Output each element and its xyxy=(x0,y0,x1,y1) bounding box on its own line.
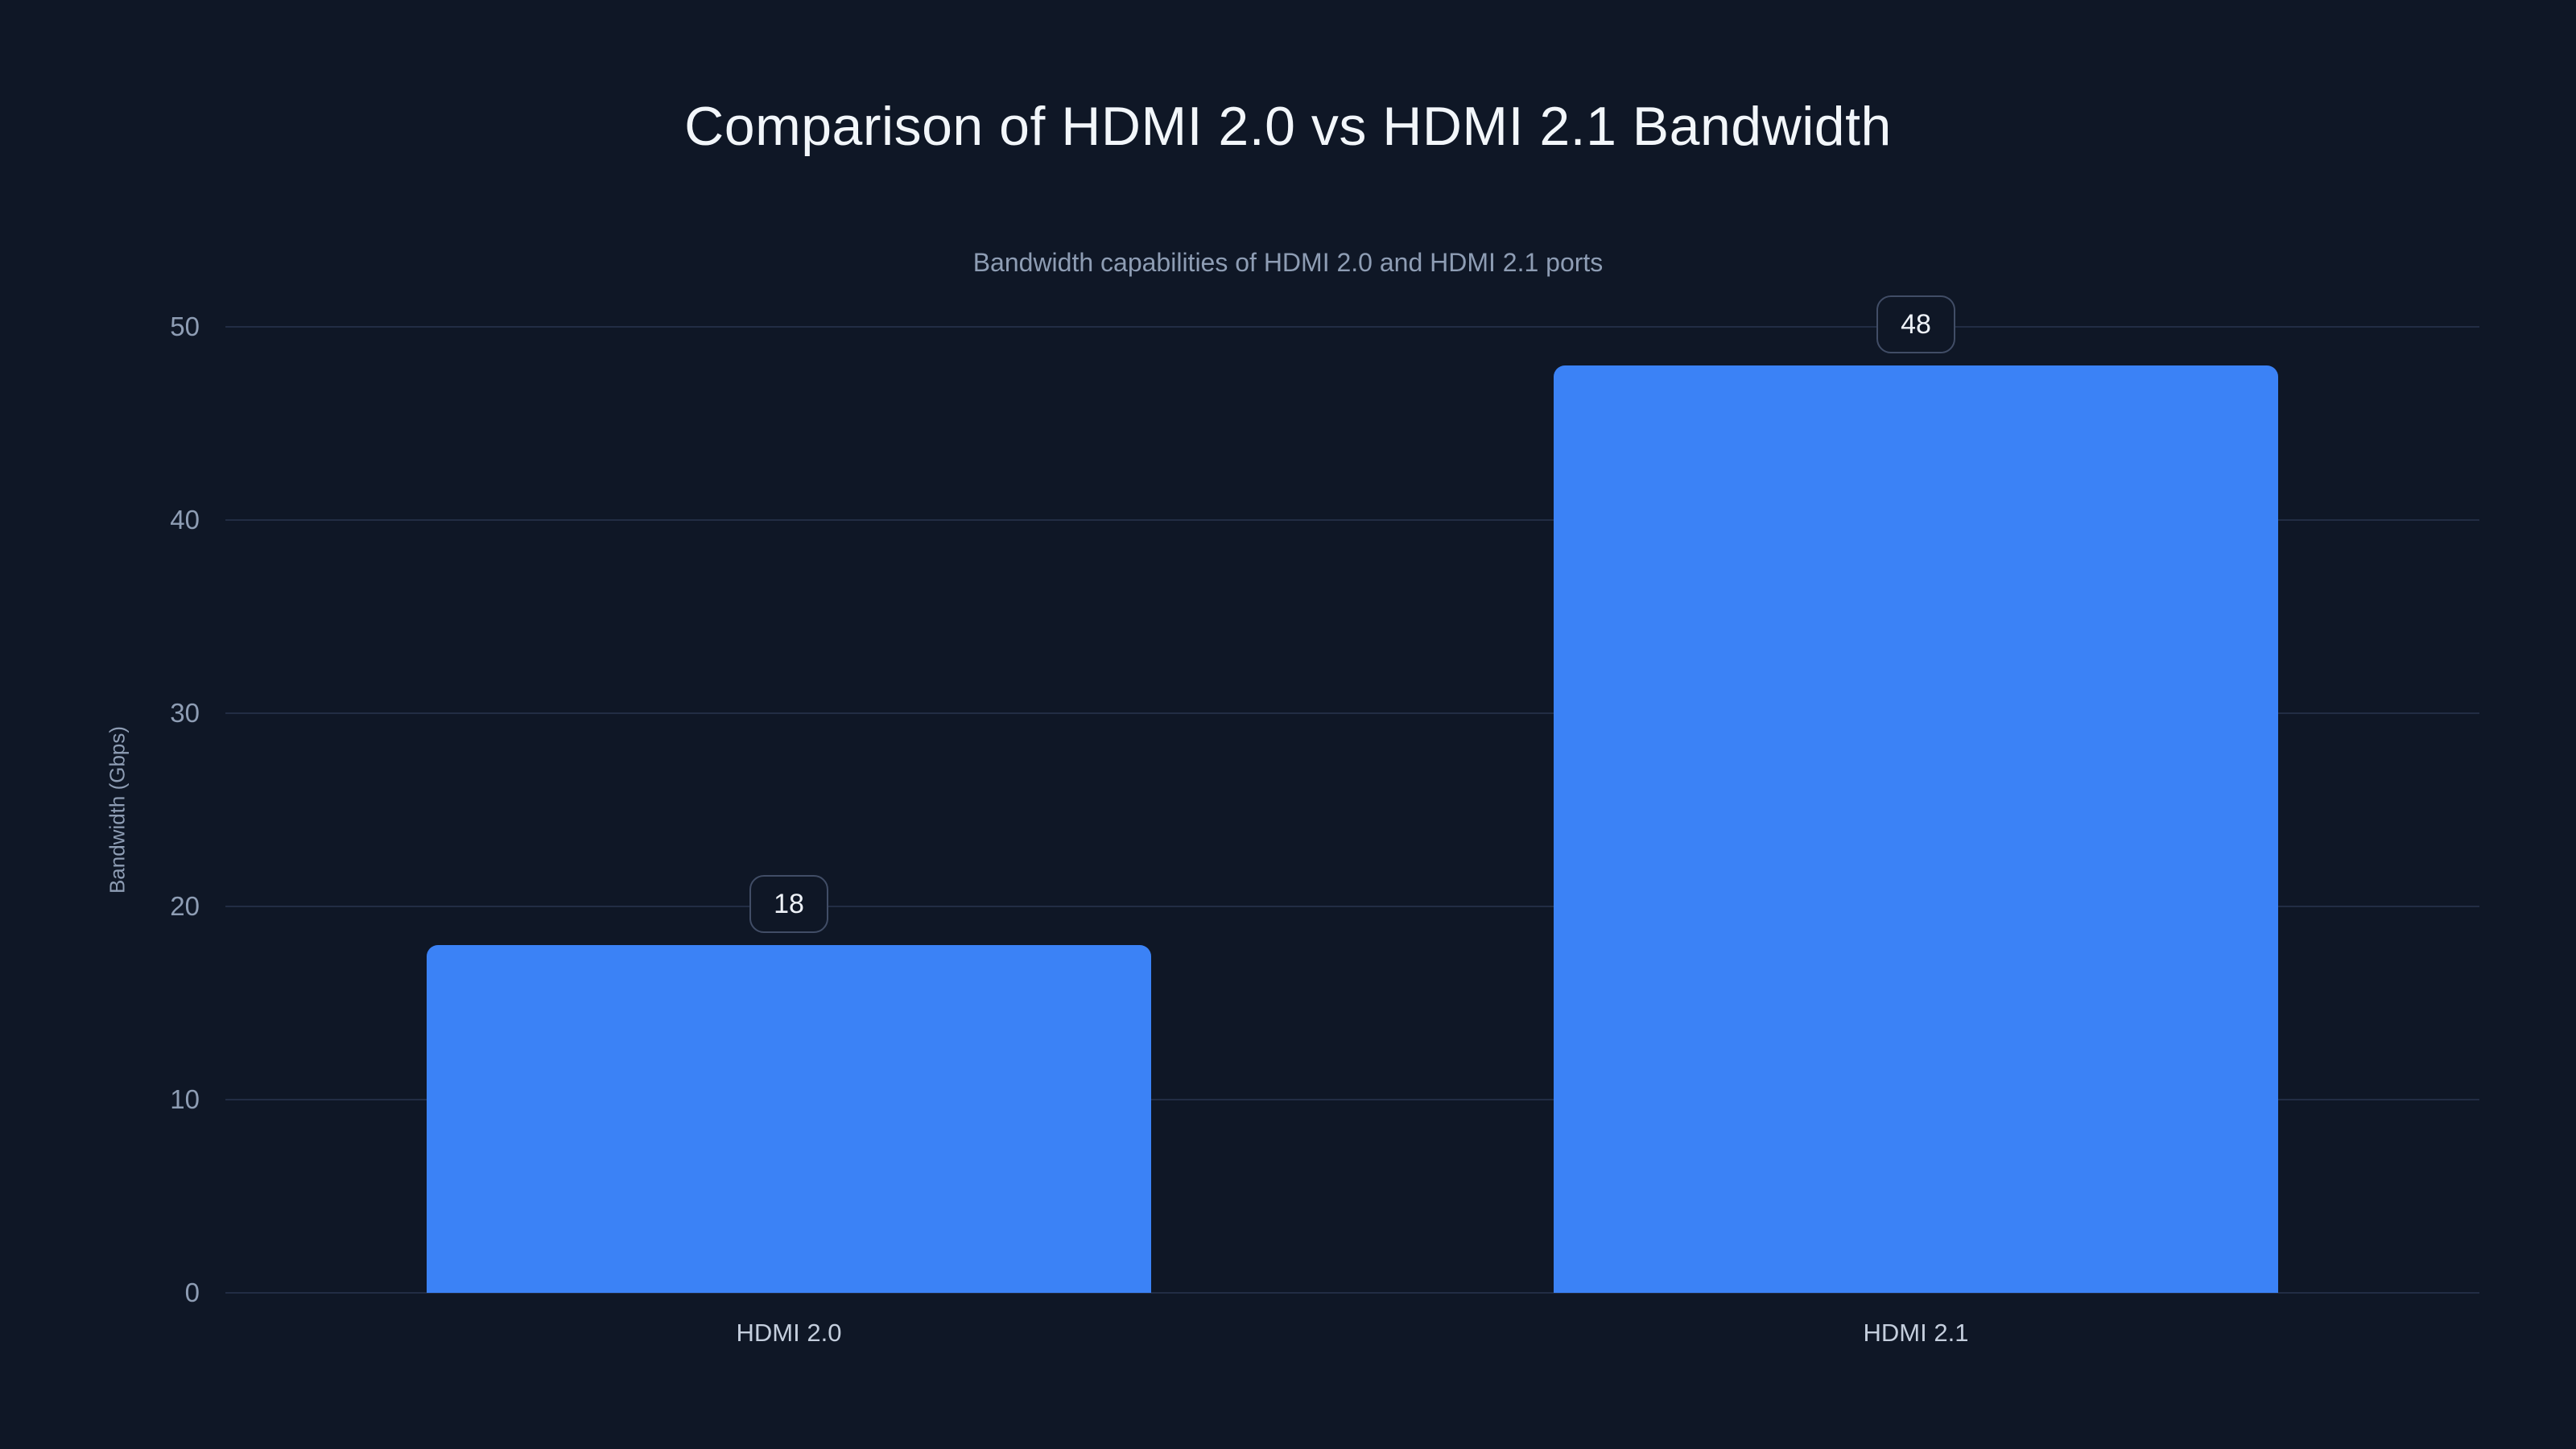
gridline xyxy=(225,1099,2479,1100)
y-tick-label: 30 xyxy=(170,698,200,728)
chart-title: Comparison of HDMI 2.0 vs HDMI 2.1 Bandw… xyxy=(684,96,1892,157)
gridline xyxy=(225,326,2479,328)
gridline xyxy=(225,906,2479,907)
y-tick-label: 40 xyxy=(170,505,200,535)
gridline xyxy=(225,712,2479,714)
gridline xyxy=(225,519,2479,521)
y-tick-label: 50 xyxy=(170,312,200,341)
y-tick-label: 0 xyxy=(184,1278,200,1307)
plot-area: 0 10 20 30 40 50 18 HDMI 2.0 48 HDMI 2.1 xyxy=(170,295,2479,1347)
x-category-label: HDMI 2.0 xyxy=(736,1319,842,1347)
y-axis-title: Bandwidth (Gbps) xyxy=(105,725,130,894)
gridline xyxy=(225,1292,2479,1294)
value-badge: 48 xyxy=(1876,295,1955,353)
x-category-label: HDMI 2.1 xyxy=(1863,1319,1969,1347)
chart-subtitle: Bandwidth capabilities of HDMI 2.0 and H… xyxy=(972,248,1604,277)
bar-hdmi-2-1 xyxy=(1554,365,2278,1293)
value-badge: 18 xyxy=(749,875,828,933)
y-tick-label: 10 xyxy=(170,1084,200,1114)
bar-hdmi-2-0 xyxy=(427,945,1151,1293)
y-tick-label: 20 xyxy=(170,891,200,921)
